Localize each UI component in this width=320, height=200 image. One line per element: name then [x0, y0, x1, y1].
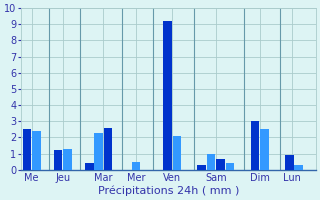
Bar	[285, 155, 293, 170]
Bar	[163, 21, 172, 170]
Bar	[22, 129, 31, 170]
Bar	[260, 129, 268, 170]
Bar	[207, 154, 215, 170]
Bar	[63, 149, 72, 170]
Bar	[226, 163, 234, 170]
Bar	[32, 131, 41, 170]
Bar	[216, 159, 225, 170]
Bar	[85, 163, 94, 170]
Bar	[54, 150, 62, 170]
Bar	[94, 133, 103, 170]
Bar	[172, 136, 181, 170]
Bar	[197, 165, 206, 170]
X-axis label: Précipitations 24h ( mm ): Précipitations 24h ( mm )	[98, 185, 239, 196]
Bar	[104, 128, 112, 170]
Bar	[251, 121, 259, 170]
Bar	[294, 165, 303, 170]
Bar	[132, 162, 140, 170]
